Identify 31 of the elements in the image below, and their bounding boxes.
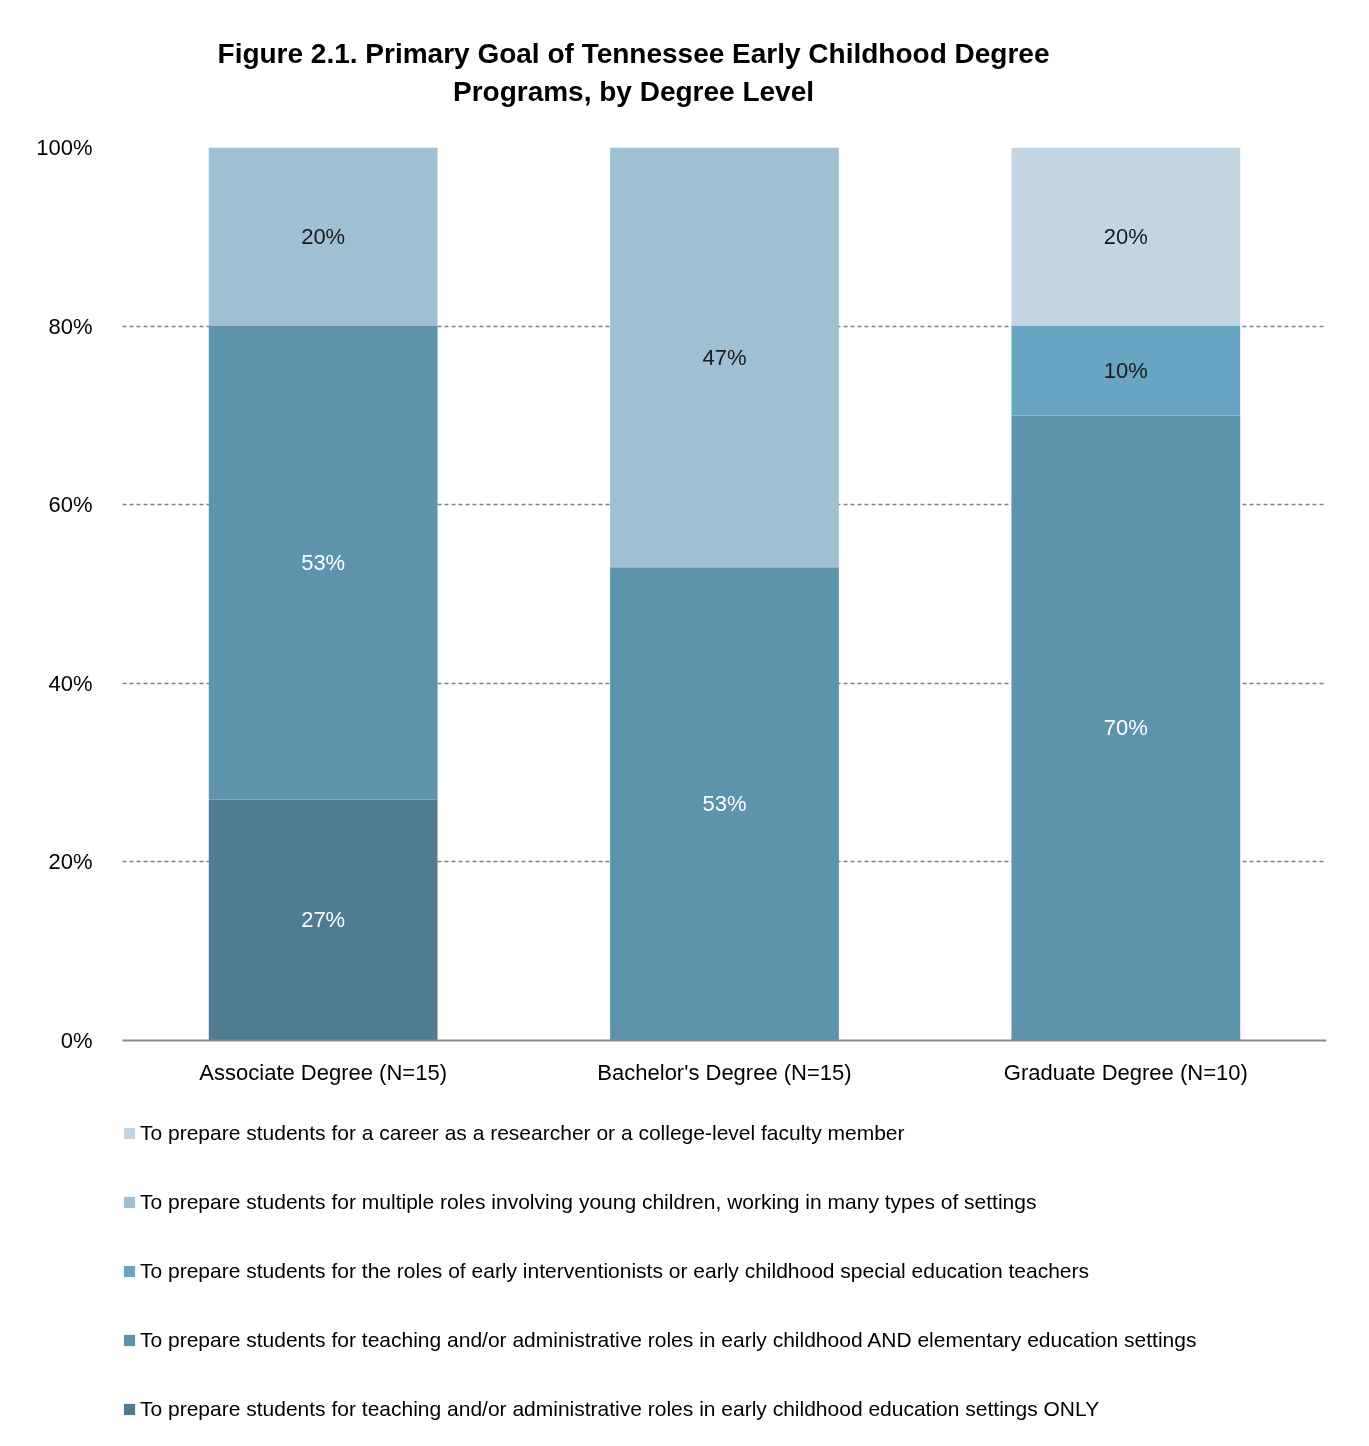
data-label: 47%	[702, 344, 747, 370]
bar	[208, 799, 438, 1041]
legend-label: To prepare students for teaching and/or administrative roles in early childhood education settings ONLY	[140, 1396, 1100, 1421]
data-label: 70%	[1103, 715, 1148, 741]
y-tick-label: 100%	[36, 135, 93, 160]
bar	[1011, 326, 1241, 416]
x-tick-label: Associate Degree (N=15)	[199, 1059, 447, 1085]
legend-label: To prepare students for multiple roles involving young children, working in many types of settings	[140, 1189, 1037, 1214]
y-tick-label: 20%	[48, 849, 93, 875]
x-tick-label: Graduate Degree (N=10)	[1003, 1059, 1248, 1085]
data-label: 27%	[301, 907, 346, 933]
y-tick-label: 40%	[48, 670, 93, 696]
bar	[610, 567, 839, 1041]
bar	[1011, 147, 1241, 327]
data-label: 20%	[301, 224, 346, 250]
data-label: 53%	[301, 550, 346, 576]
x-tick-label: Bachelor's Degree (N=15)	[597, 1059, 852, 1085]
legend-label: To prepare students for teaching and/or administrative roles in early childhood AND elementary education settings	[140, 1327, 1197, 1352]
legend-label: To prepare students for the roles of early interventionists or early childhood special education teachers	[140, 1258, 1090, 1283]
y-tick-label: 80%	[48, 313, 93, 339]
bar	[208, 147, 438, 327]
bar	[1011, 415, 1241, 1041]
y-tick-label: 60%	[48, 492, 93, 518]
bar	[610, 147, 839, 568]
data-label: 10%	[1103, 358, 1148, 384]
y-tick-label: 0%	[60, 1028, 93, 1053]
data-label: 53%	[702, 791, 747, 817]
legend-label: To prepare students for a career as a researcher or a college-level faculty member	[140, 1120, 905, 1145]
bar	[208, 326, 438, 800]
data-label: 20%	[1103, 224, 1148, 250]
chart-title: Figure 2.1. Primary Goal of Tennessee Early Childhood Degree Programs, by Degree Level	[217, 37, 1050, 108]
